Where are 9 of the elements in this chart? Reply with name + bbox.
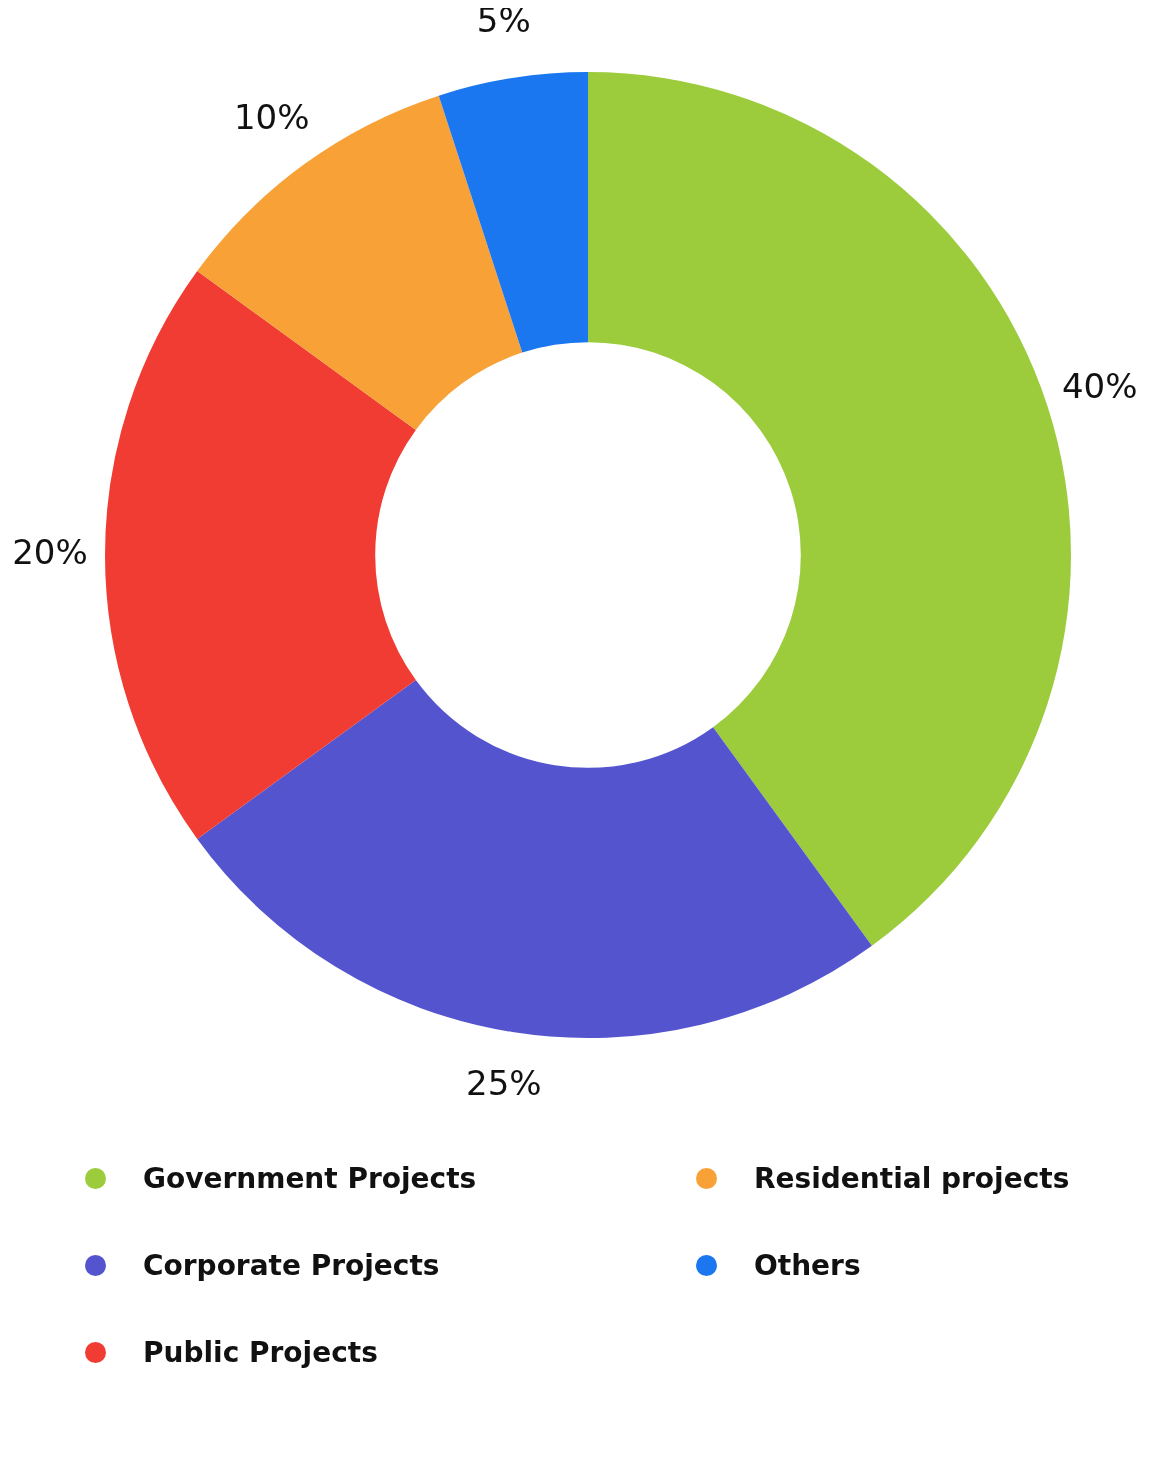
legend-label: Public Projects [143, 1336, 378, 1369]
data-label: 20% [12, 531, 88, 572]
legend-label: Corporate Projects [143, 1249, 440, 1282]
legend-label: Others [754, 1249, 861, 1282]
data-label: 40% [1061, 365, 1138, 406]
legend-label: Residential projects [754, 1162, 1070, 1195]
legend-label: Government Projects [143, 1162, 477, 1195]
data-label: 10% [233, 96, 310, 137]
data-label: 25% [466, 1063, 542, 1104]
